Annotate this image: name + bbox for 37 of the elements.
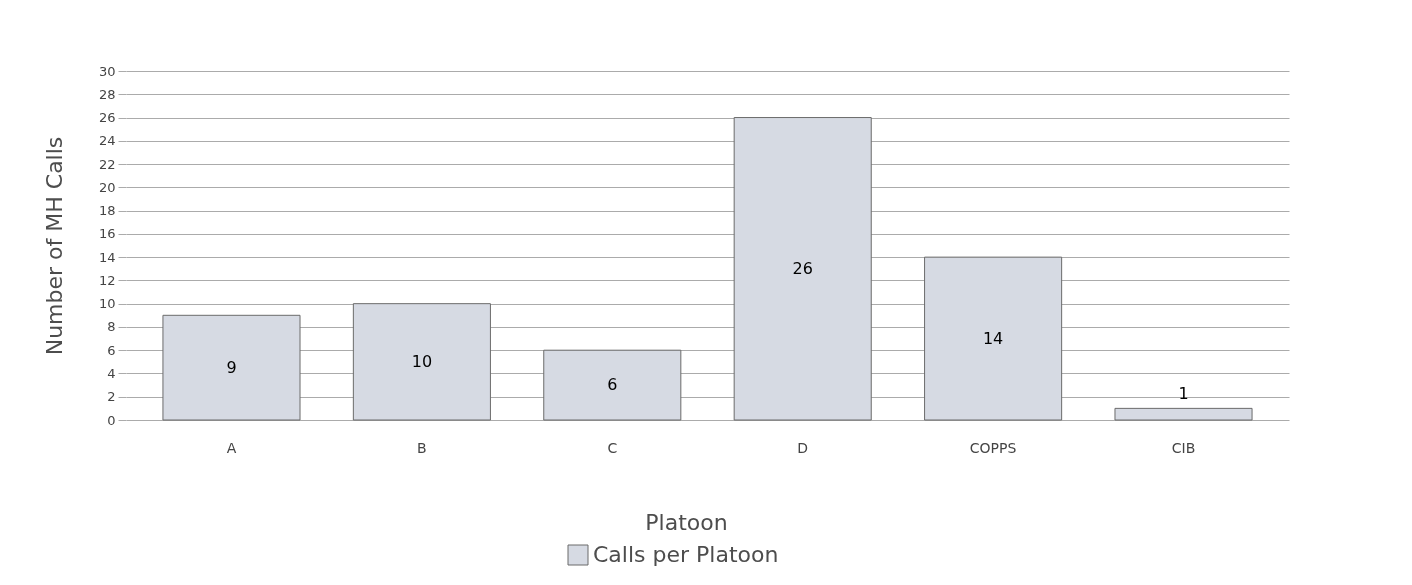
y-tick-label: 26: [98, 110, 116, 126]
data-label: 6: [607, 375, 618, 395]
data-label: 14: [982, 328, 1004, 348]
y-tick-label: 10: [98, 296, 116, 312]
legend-label: Calls per Platoon: [593, 542, 779, 567]
y-tick-label: 24: [98, 133, 116, 149]
bar: [924, 256, 1063, 421]
y-tick-label: 6: [107, 342, 116, 358]
data-label: 26: [792, 258, 813, 278]
x-tick-label: C: [607, 439, 618, 456]
y-tick-label: 18: [98, 203, 116, 219]
x-axis-title: Platoon: [645, 509, 728, 535]
y-tick-label: 14: [98, 249, 116, 265]
data-label: 9: [226, 357, 237, 377]
x-tick-label: B: [417, 439, 427, 456]
data-label: 1: [1178, 384, 1189, 404]
y-axis-title: Number of MH Calls: [41, 136, 67, 356]
y-tick-label: 20: [98, 179, 116, 195]
y-tick-label: 2: [107, 389, 116, 405]
x-tick-label: A: [226, 439, 237, 456]
x-tick-label: COPPS: [969, 439, 1017, 456]
bar: [1114, 407, 1253, 421]
y-tick-label: 16: [98, 226, 116, 242]
y-tick-label: 12: [98, 272, 116, 288]
bar: [162, 314, 301, 421]
y-tick-label: 0: [107, 412, 116, 428]
y-tick-label: 22: [98, 156, 116, 172]
bar: [733, 117, 872, 421]
y-tick-label: 30: [98, 63, 116, 79]
bar: [352, 303, 491, 421]
y-tick-label: 4: [107, 365, 116, 381]
y-tick-label: 28: [98, 86, 116, 102]
data-label: 10: [411, 351, 433, 371]
y-tick-label: 8: [107, 319, 116, 335]
bar: [543, 349, 682, 421]
x-tick-label: CIB: [1171, 439, 1196, 456]
x-tick-label: D: [797, 439, 809, 456]
